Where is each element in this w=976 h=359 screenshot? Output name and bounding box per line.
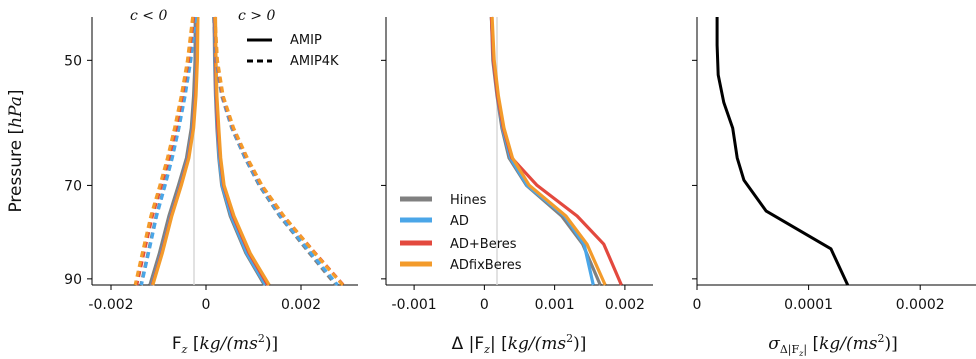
annotation-c-positive: c > 0 xyxy=(238,8,275,24)
legend-1-amip-label: AMIP xyxy=(290,33,322,48)
legend-1: AMIP AMIP4K xyxy=(247,33,339,69)
panel-2: -0.001 0 0.001 0.002 Hines AD AD+Beres ADfi… xyxy=(381,16,653,356)
panel-3-x-tick-label: 0.0002 xyxy=(896,297,945,313)
legend-2-adberes-label: AD+Beres xyxy=(450,237,517,252)
panel-2-series xyxy=(489,16,623,286)
y-tick-label: 50 xyxy=(64,53,82,69)
panel-1-ticks: -0.002 0 0.002 50 70 90 xyxy=(64,53,321,313)
panel-1-series xyxy=(133,16,345,287)
panel-3: 0 0.0001 0.0002 σΔ|Fz| [kg/(ms2)] xyxy=(692,17,976,358)
y-tick-label: 90 xyxy=(64,272,82,288)
legend-2-hines-label: Hines xyxy=(450,193,487,208)
panel-1-series-ad-amip-5 xyxy=(213,16,267,286)
panel-3-x-tick-label: 0 xyxy=(693,297,702,313)
panel-1-series-adfixberes-amip-3 xyxy=(151,16,200,286)
legend-2-adfix-label: ADfixBeres xyxy=(450,258,522,273)
panel-1-x-tick-label: -0.002 xyxy=(88,297,133,313)
panel-3-series-line-0 xyxy=(715,17,850,286)
legend-2-ad-label: AD xyxy=(450,214,469,229)
panel-3-x-tick-label: 0.0001 xyxy=(784,297,833,313)
panel-1-x-tick-label: 0.002 xyxy=(281,297,321,313)
legend-2: Hines AD AD+Beres ADfixBeres xyxy=(400,193,522,273)
y-tick-label: 70 xyxy=(64,178,82,194)
y-axis-label: Pressure [hPa] xyxy=(6,89,26,212)
panel-1-series-adfixberes-amip4k-11 xyxy=(133,16,195,286)
annotation-c-negative: c < 0 xyxy=(130,8,167,24)
panel-1: -0.002 0 0.002 50 70 90 c < 0 c > 0 AMIP AMIP… xyxy=(6,8,358,356)
panel-3-series xyxy=(715,17,850,286)
panel-1-x-axis-label: Fz [kg/(ms2)] xyxy=(172,332,278,356)
panel-2-x-tick-label: 0.002 xyxy=(605,297,645,313)
panel-2-x-tick-label: -0.001 xyxy=(392,297,437,313)
panel-1-x-tick-label: 0 xyxy=(202,297,211,313)
panel-1-series-ad-amip4k-9 xyxy=(139,16,198,286)
panel-2-x-axis-label: Δ |Fz| [kg/(ms2)] xyxy=(452,332,587,356)
panel-2-x-tick-label: 0 xyxy=(480,297,489,313)
panel-2-series-adfixberes-3 xyxy=(490,16,607,286)
panel-2-ticks: -0.001 0 0.001 0.002 xyxy=(381,59,645,313)
panel-2-x-tick-label: 0.001 xyxy=(535,297,575,313)
panel-3-x-axis-label: σΔ|Fz| [kg/(ms2)] xyxy=(768,332,898,358)
legend-1-amip4k-label: AMIP4K xyxy=(290,54,339,69)
panel-1-series-adfixberes-amip4k-15 xyxy=(213,16,345,287)
panel-3-ticks: 0 0.0001 0.0002 xyxy=(692,59,945,313)
